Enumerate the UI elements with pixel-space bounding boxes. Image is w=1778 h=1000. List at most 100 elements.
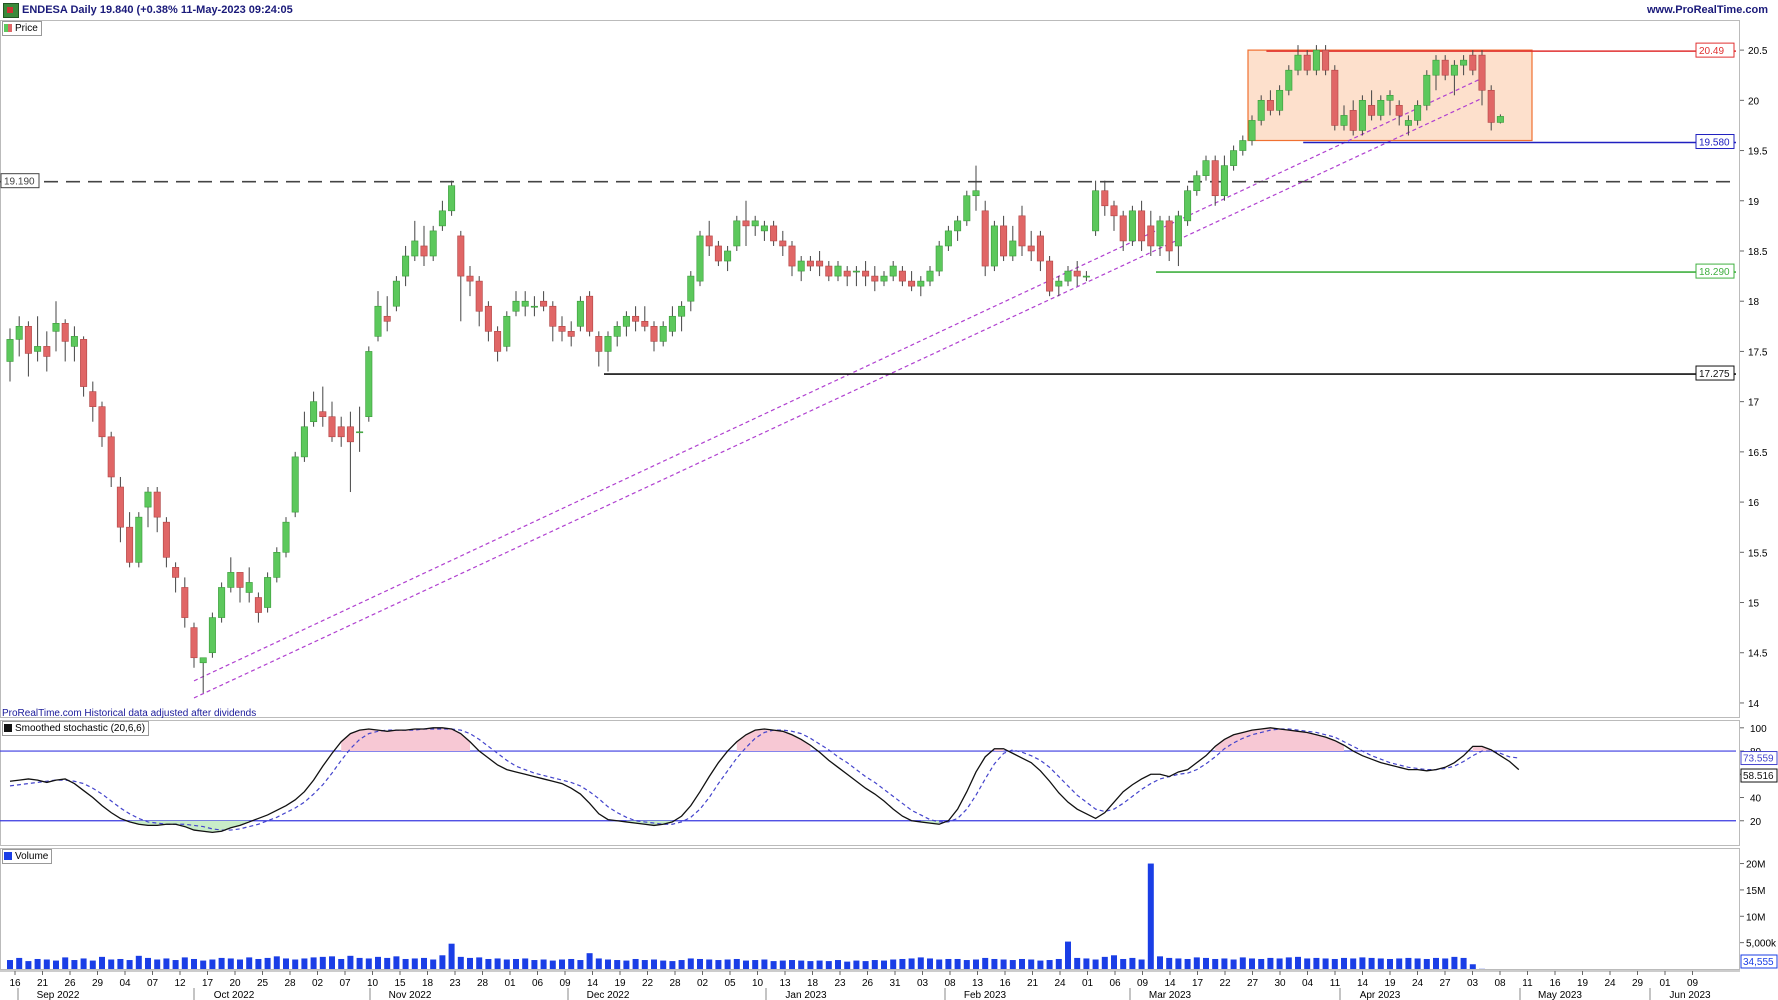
level-label: 20.49	[1699, 46, 1724, 57]
volume-bar	[476, 957, 483, 969]
candle-body	[659, 326, 667, 342]
volume-bar	[1120, 958, 1127, 969]
candle-body	[613, 326, 621, 337]
candle-body	[1110, 205, 1118, 217]
candle-body	[1404, 120, 1412, 126]
volume-bar	[697, 958, 703, 969]
volume-bar	[1405, 957, 1412, 969]
stoch-value-label: 73.559	[1743, 754, 1774, 765]
candle-body	[604, 336, 612, 352]
candle-body	[595, 336, 603, 352]
candle-body	[1101, 190, 1109, 207]
candle-body	[1487, 89, 1495, 123]
candle-body	[24, 326, 32, 354]
volume-bar	[1414, 958, 1421, 969]
candle-body	[521, 300, 529, 307]
candle-body	[990, 225, 998, 267]
candle-body	[632, 315, 640, 322]
candle-body	[1055, 280, 1063, 287]
x-day-label: 29	[92, 978, 104, 989]
volume-value-label: 34,555	[1743, 957, 1774, 968]
volume-bar	[559, 959, 565, 969]
volume-bar	[789, 960, 795, 969]
volume-bar	[651, 959, 657, 969]
x-day-label: 26	[862, 978, 874, 989]
volume-bar	[632, 958, 639, 969]
volume-bar	[1147, 863, 1154, 969]
x-day-label: 19	[1384, 978, 1396, 989]
volume-bar	[457, 956, 464, 969]
candle-body	[1441, 59, 1449, 76]
volume-bar	[154, 959, 161, 969]
volume-bar	[871, 960, 878, 969]
volume-bar	[99, 956, 105, 969]
candle-body	[1285, 69, 1293, 91]
candle-body	[429, 230, 437, 257]
x-day-label: 07	[147, 978, 159, 989]
volume-bar	[1469, 964, 1476, 969]
candle-body	[383, 315, 391, 322]
candle-body	[126, 526, 134, 563]
candle-body	[328, 416, 336, 438]
candle-body	[1000, 225, 1008, 257]
volume-bar	[62, 957, 69, 969]
candle-body	[1082, 275, 1090, 278]
volume-panel-label[interactable]: Volume	[2, 849, 53, 864]
volume-bar	[706, 959, 713, 969]
candle-body	[1312, 49, 1320, 71]
volume-bar	[1442, 958, 1449, 969]
candle-body	[116, 486, 124, 528]
candle-body	[779, 240, 787, 247]
volume-bar	[586, 953, 593, 969]
volume-bar	[513, 958, 519, 969]
panel-frame	[0, 20, 1740, 718]
stochastic-panel-label[interactable]: Smoothed stochastic (20,6,6)	[2, 721, 150, 736]
candle-body	[641, 320, 649, 327]
volume-bar	[605, 959, 611, 969]
candle-body	[1036, 235, 1044, 262]
candle-body	[273, 551, 281, 578]
volume-bar	[743, 960, 749, 969]
candle-body	[1276, 89, 1284, 111]
x-day-label: 16	[1549, 978, 1561, 989]
x-day-label: 13	[779, 978, 791, 989]
candle-body	[402, 255, 410, 277]
volume-bar	[1230, 959, 1237, 969]
candle-body	[1414, 105, 1422, 121]
candle-body	[806, 260, 814, 267]
x-day-label: 21	[37, 978, 49, 989]
candle-body	[1174, 215, 1182, 247]
x-day-label: 22	[1219, 978, 1231, 989]
price-panel-label[interactable]: Price	[2, 21, 42, 36]
x-day-label: 10	[367, 978, 379, 989]
level-label: 19.580	[1699, 138, 1730, 149]
volume-bar	[522, 958, 529, 969]
panel-frame	[0, 720, 1740, 846]
volume-bar	[1175, 958, 1182, 969]
level-label-box	[1695, 365, 1735, 381]
x-day-label: 08	[944, 978, 956, 989]
volume-bar	[1083, 958, 1090, 969]
x-day-label: 16	[999, 978, 1011, 989]
candle-body	[457, 235, 465, 277]
volume-bar	[862, 961, 869, 969]
candle-body	[1368, 105, 1376, 116]
volume-bar	[779, 960, 786, 969]
volume-bar	[1009, 960, 1016, 969]
trend-channel-line	[193, 97, 1483, 699]
candle-body	[1147, 225, 1155, 247]
x-month-label: Mar 2023	[1149, 990, 1192, 1000]
volume-bar	[853, 960, 860, 969]
candle-body	[889, 265, 897, 277]
candle-body	[770, 225, 778, 242]
website-link[interactable]: www.ProRealTime.com	[1646, 4, 1768, 16]
x-day-label: 04	[119, 978, 131, 989]
level-label-box	[1695, 42, 1735, 58]
candle-body	[172, 567, 180, 578]
volume-bar	[43, 959, 50, 969]
volume-bar	[715, 960, 722, 969]
candle-body	[356, 431, 364, 434]
x-day-label: 19	[614, 978, 626, 989]
volume-bar	[191, 958, 197, 969]
